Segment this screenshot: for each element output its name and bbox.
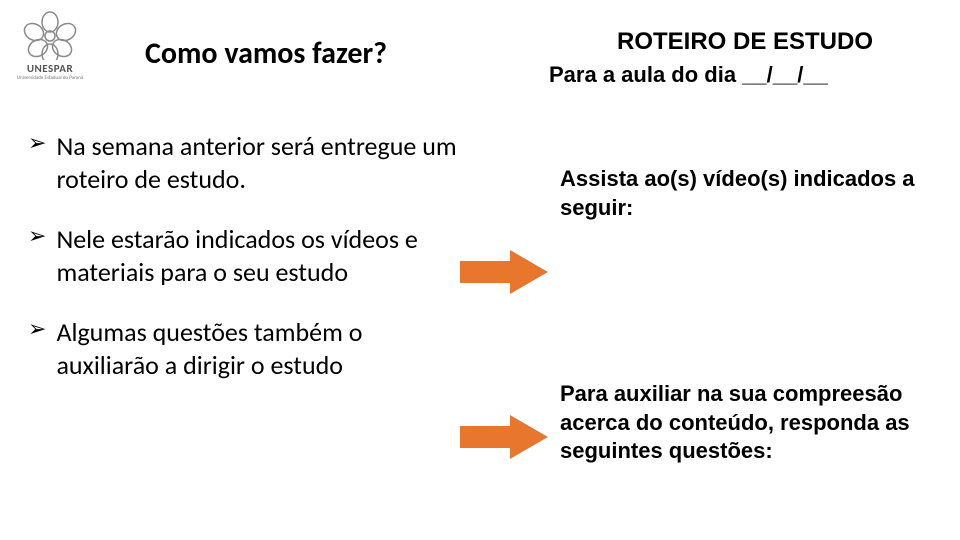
bullet-marker-icon: ➢ (28, 130, 46, 156)
logo-subtitle: Universidade Estadual do Paraná (10, 75, 90, 81)
bullet-item: ➢ Nele estarão indicados os vídeos e mat… (28, 223, 468, 288)
arrow-icon (460, 415, 548, 459)
bullet-list: ➢ Na semana anterior será entregue um ro… (28, 130, 468, 409)
bullet-text: Algumas questões também o auxiliarão a d… (56, 316, 468, 381)
roteiro-block-2: Para auxiliar na sua compreesão acerca d… (560, 380, 940, 466)
roteiro-subheading: Para a aula do dia __/__/__ (549, 62, 945, 88)
bullet-item: ➢ Na semana anterior será entregue um ro… (28, 130, 468, 195)
roteiro-block-1: Assista ao(s) vídeo(s) indicados a segui… (560, 165, 930, 222)
bullet-item: ➢ Algumas questões também o auxiliarão a… (28, 316, 468, 381)
bullet-text: Na semana anterior será entregue um rote… (56, 130, 468, 195)
logo-name: UNESPAR (10, 62, 90, 75)
bullet-text: Nele estarão indicados os vídeos e mater… (56, 223, 468, 288)
logo-flower-icon (20, 10, 80, 60)
bullet-marker-icon: ➢ (28, 223, 46, 249)
arrow-icon (460, 250, 548, 294)
roteiro-heading: ROTEIRO DE ESTUDO (545, 28, 945, 56)
bullet-marker-icon: ➢ (28, 316, 46, 342)
logo: UNESPAR Universidade Estadual do Paraná (10, 10, 90, 81)
right-column: ROTEIRO DE ESTUDO Para a aula do dia __/… (545, 28, 945, 88)
page-title: Como vamos fazer? (145, 35, 387, 72)
